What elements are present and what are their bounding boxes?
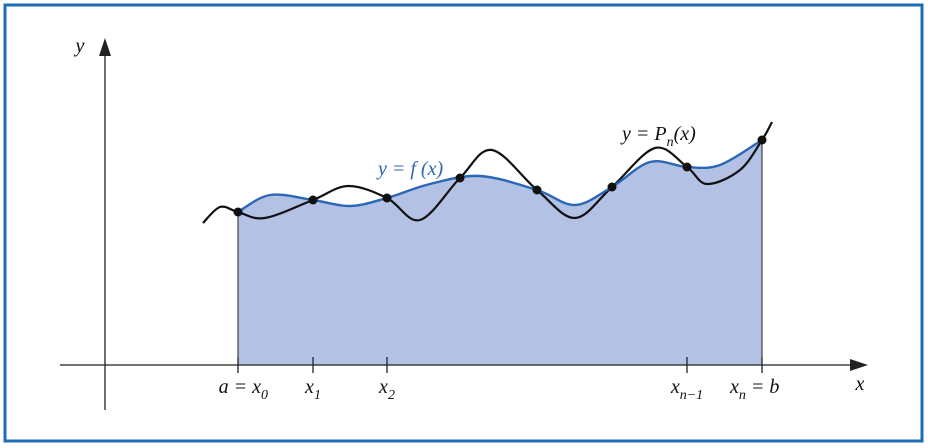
node-dot bbox=[532, 185, 542, 195]
y-arrow bbox=[99, 38, 111, 56]
tick-label-before: x bbox=[304, 376, 314, 398]
tick-label-before: x bbox=[729, 376, 739, 398]
tick-label: xn−1 bbox=[670, 376, 703, 403]
node-dot bbox=[455, 173, 465, 183]
p-label-after: (x) bbox=[674, 123, 697, 145]
node-dot bbox=[308, 195, 318, 205]
tick-label-sub: 2 bbox=[388, 388, 395, 403]
y-axis-label: y bbox=[74, 35, 85, 57]
tick-label-sub: n−1 bbox=[680, 388, 703, 403]
node-dot bbox=[382, 193, 392, 203]
integral-area bbox=[238, 140, 762, 365]
tick-label-sub: n bbox=[739, 388, 746, 403]
tick-label: x1 bbox=[304, 376, 321, 403]
tick-label-before: x bbox=[378, 376, 388, 398]
p-label-sub: n bbox=[667, 135, 674, 150]
tick-label-after: = b bbox=[746, 376, 780, 398]
f-label: y = f (x) bbox=[376, 158, 443, 180]
tick-label: a = x0 bbox=[219, 376, 268, 403]
labels: yxy = f (x)y = Pn(x)a = x0 x1 x2 xn−1 xn = b bbox=[74, 35, 865, 403]
tick-label: xn = b bbox=[729, 376, 779, 403]
f-label-before: y = f (x) bbox=[376, 158, 443, 180]
tick-label-before: x bbox=[670, 376, 680, 398]
node-dot bbox=[682, 162, 692, 172]
tick-label-sub: 0 bbox=[261, 388, 268, 403]
tick-label: x2 bbox=[378, 376, 395, 403]
x-axis-label: x bbox=[855, 373, 865, 395]
p-label: y = Pn(x) bbox=[620, 123, 696, 150]
tick-label-sub: 1 bbox=[314, 388, 321, 403]
nodes bbox=[233, 135, 767, 217]
x-arrow bbox=[850, 359, 868, 371]
node-dot bbox=[233, 207, 243, 217]
tick-label-before: a = x bbox=[219, 376, 261, 398]
polynomial-curve bbox=[202, 121, 773, 224]
p-label-before: y = P bbox=[620, 123, 667, 145]
node-dot bbox=[757, 135, 767, 145]
node-dot bbox=[607, 182, 617, 192]
